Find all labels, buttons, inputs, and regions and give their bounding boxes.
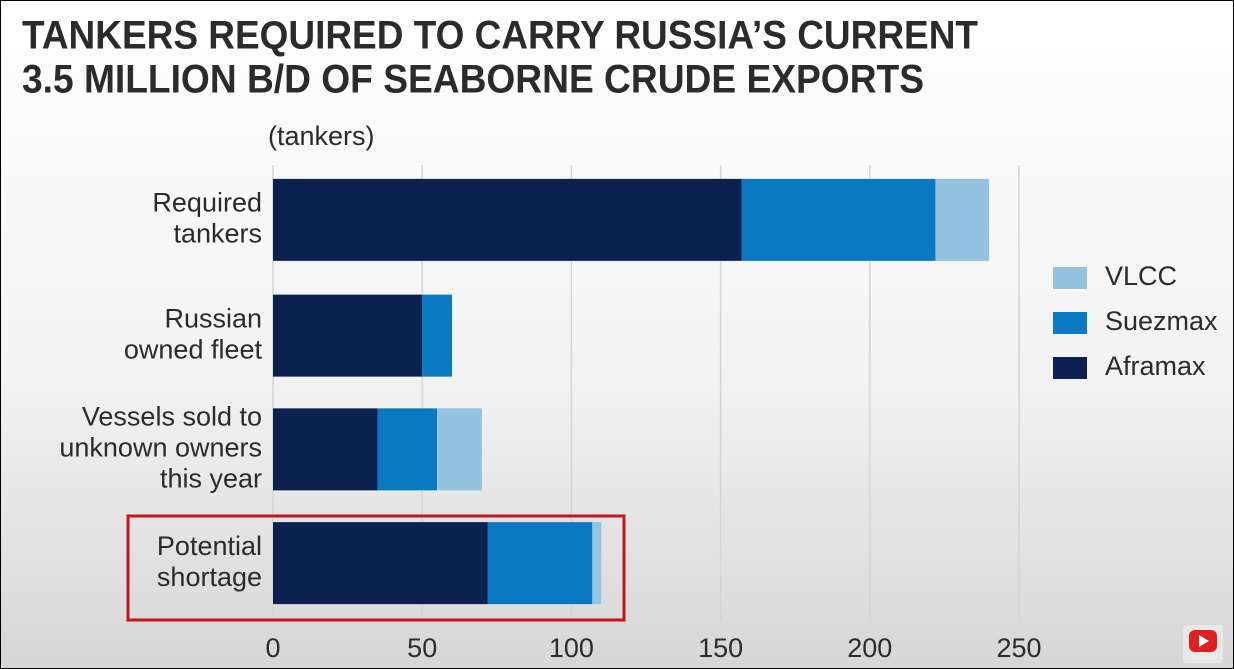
y-tick-label: Potential bbox=[157, 531, 262, 561]
bar-segment bbox=[422, 294, 453, 377]
y-tick-label: this year bbox=[160, 464, 262, 494]
y-tick-label: tankers bbox=[173, 219, 262, 249]
x-tick-label: 50 bbox=[407, 633, 437, 663]
y-tick-label: Required bbox=[152, 188, 262, 218]
legend-label: VLCC bbox=[1105, 261, 1177, 291]
bar-segment bbox=[273, 294, 423, 377]
y-tick-label: Vessels sold to bbox=[82, 402, 262, 432]
chart-title: TANKERS REQUIRED TO CARRY RUSSIA’S CURRE… bbox=[22, 14, 978, 58]
youtube-icon[interactable] bbox=[1183, 625, 1223, 663]
bar-segment bbox=[935, 178, 990, 261]
legend-swatch bbox=[1053, 267, 1087, 289]
icon-play bbox=[1199, 635, 1209, 647]
bar-segment bbox=[377, 408, 438, 491]
y-tick-label: unknown owners bbox=[59, 433, 262, 463]
x-tick-label: 250 bbox=[996, 633, 1041, 663]
x-tick-label: 150 bbox=[698, 633, 743, 663]
bar-segment bbox=[437, 408, 482, 491]
axis-label: (tankers) bbox=[268, 121, 375, 151]
x-tick-label: 200 bbox=[847, 633, 892, 663]
y-tick-label: Russian bbox=[164, 303, 262, 333]
x-tick-label: 0 bbox=[265, 633, 280, 663]
y-tick-label: shortage bbox=[157, 562, 262, 592]
highlight-box bbox=[126, 514, 626, 622]
bar-segment bbox=[741, 178, 936, 261]
legend-swatch bbox=[1053, 312, 1087, 334]
legend-label: Suezmax bbox=[1105, 306, 1218, 336]
bar-segment bbox=[273, 522, 488, 605]
x-tick-label: 100 bbox=[549, 633, 594, 663]
y-tick-label: owned fleet bbox=[124, 334, 263, 364]
bar-segment bbox=[273, 408, 378, 491]
legend-label: Aframax bbox=[1105, 351, 1206, 381]
chart-title: 3.5 MILLION B/D OF SEABORNE CRUDE EXPORT… bbox=[22, 58, 924, 102]
bar-segment bbox=[592, 522, 602, 605]
plot: TANKERS REQUIRED TO CARRY RUSSIA’S CURRE… bbox=[22, 14, 1218, 664]
bar-segment bbox=[487, 522, 593, 605]
bar-segment bbox=[273, 178, 742, 261]
legend-swatch bbox=[1053, 357, 1087, 379]
